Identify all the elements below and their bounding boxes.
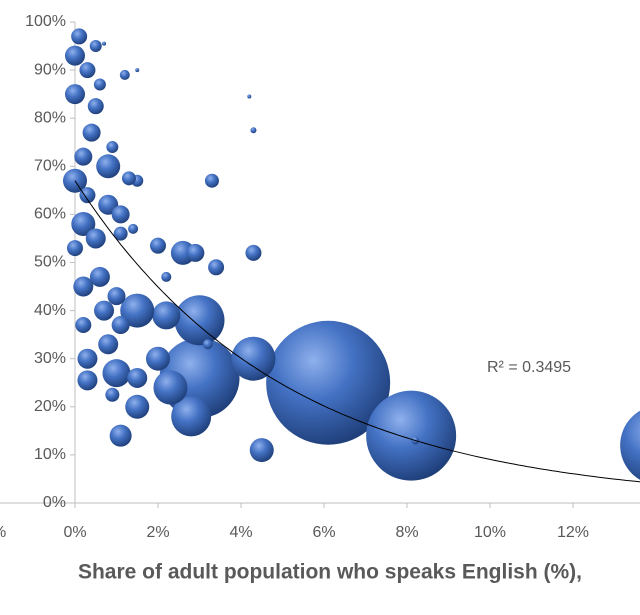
bubble [247,94,252,99]
bubble [111,205,130,224]
bubble [620,410,640,480]
bubble [85,228,106,249]
y-tick-label: 40% [34,302,66,319]
x-tick-label: 8% [395,524,418,541]
bubble [71,28,88,45]
bubble [152,301,181,330]
bubble [174,295,225,346]
bubble [121,171,136,186]
bubble [65,84,85,105]
r-squared-label: R² = 0.3495 [487,359,571,376]
bubble [106,141,119,154]
bubble [366,390,457,481]
x-tick-label: -2% [0,524,6,541]
bubble [146,346,170,371]
y-tick-label: 10% [34,446,66,463]
bubble [208,259,225,276]
bubble [96,154,121,179]
bubble [98,334,119,355]
y-tick-label: 50% [34,254,66,271]
bubble [75,317,92,334]
bubble [120,293,155,328]
bubble [171,396,212,437]
bubble [94,300,115,321]
x-tick-label: 4% [229,524,252,541]
bubble [266,320,391,445]
x-tick-label: 2% [146,524,169,541]
y-tick-label: 90% [34,61,66,78]
bubble [79,187,96,204]
bubble [113,226,128,241]
bubble [202,339,213,350]
bubble [82,123,101,142]
bubble [107,287,126,306]
bubble [89,40,102,53]
bubble [250,127,257,134]
x-tick-label: 6% [312,524,335,541]
y-tick-label: 70% [34,158,66,175]
bubble [161,271,172,282]
y-tick-label: 0% [43,494,66,511]
bubble [153,370,188,405]
bubble [111,316,130,335]
x-tick-label: 10% [474,524,506,541]
bubble [65,45,85,66]
bubble [93,78,106,91]
bubble [119,69,130,80]
bubble [77,370,98,391]
bubble [79,62,96,79]
bubble [186,243,205,262]
x-axis-title: Share of adult population who speaks Eng… [78,561,582,584]
bubble [73,276,94,297]
y-tick-label: 100% [25,13,66,30]
bubble [127,367,148,388]
bubble [204,173,219,188]
bubble [67,240,83,257]
bubble [109,424,132,447]
bubble [105,387,120,402]
bubble [77,348,98,369]
y-tick-label: 60% [34,206,66,223]
bubble [135,68,140,73]
y-tick-label: 20% [34,398,66,415]
x-tick-label: 0% [63,524,86,541]
bubble [87,98,104,115]
bubble [150,237,166,254]
bubble [102,359,131,388]
bubble [231,336,276,381]
bubble [249,438,274,463]
bubble [71,212,96,237]
y-tick-label: 30% [34,350,66,367]
bubble [245,244,262,261]
bubble [89,266,110,287]
bubble [128,223,139,234]
x-tick-label: 12% [557,524,589,541]
trendline [74,180,640,483]
y-tick-label: 80% [34,109,66,126]
bubble [74,147,93,166]
bubble [125,394,150,419]
bubble [102,41,107,46]
